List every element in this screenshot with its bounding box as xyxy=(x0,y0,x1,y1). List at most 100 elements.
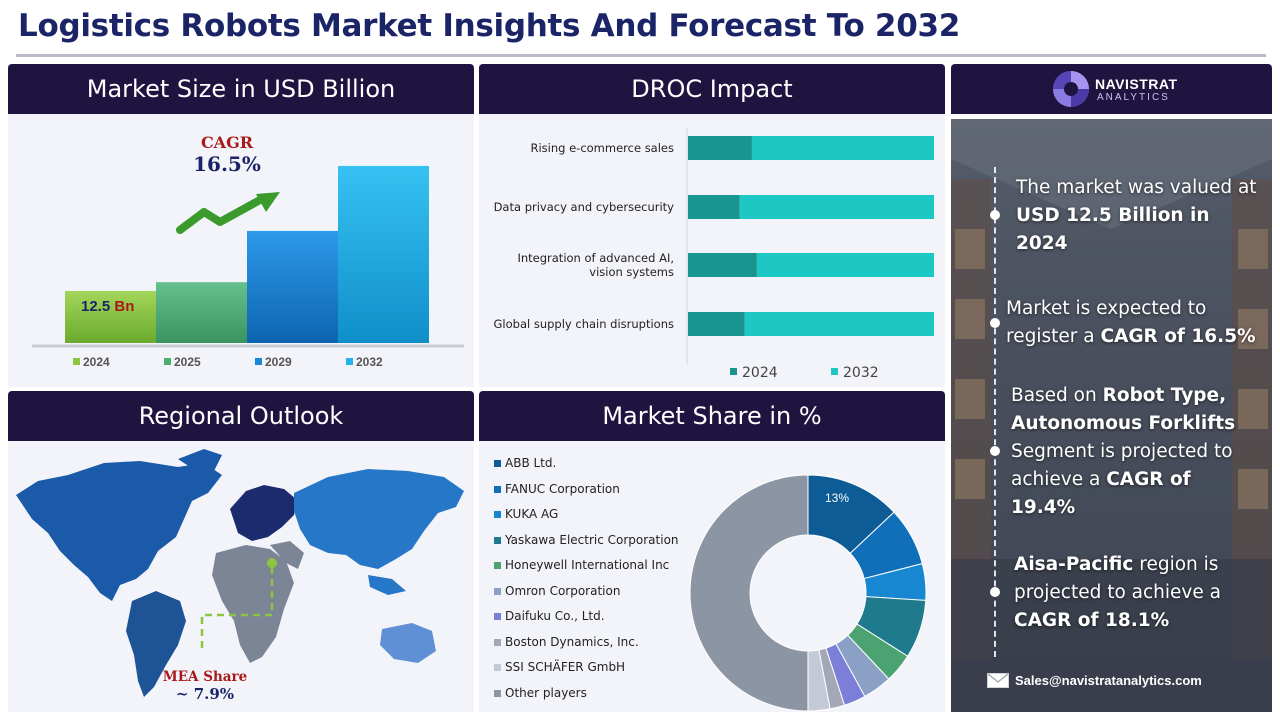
share-legend-label: Omron Corporation xyxy=(505,583,621,598)
australia-shape xyxy=(380,623,436,663)
brand-name: NAVISTRAT xyxy=(1095,76,1178,92)
market-size-heading: Market Size in USD Billion xyxy=(8,64,474,114)
bar-2029 xyxy=(247,230,338,343)
droc-category-label: Data privacy and cybersecurity xyxy=(494,200,675,214)
insights-panel: The market was valued at USD 12.5 Billio… xyxy=(951,119,1272,712)
insight-2-line-1: Market is expected to xyxy=(1006,298,1207,319)
contact-email[interactable]: Sales@navistratanalytics.com xyxy=(1015,673,1202,688)
bar-2025 xyxy=(156,282,247,343)
droc-heading: DROC Impact xyxy=(479,64,945,114)
droc-category-label: Global supply chain disruptions xyxy=(494,317,675,331)
share-legend-item: FANUC Corporation xyxy=(494,482,620,496)
south-america-shape xyxy=(126,591,186,697)
share-legend-swatch xyxy=(494,664,501,671)
share-legend-swatch xyxy=(494,587,501,595)
year-legend-label: 2024 xyxy=(83,355,110,369)
insight-2-line-2: register a CAGR of 16.5% xyxy=(1006,323,1272,351)
insight-3-text-1: Based on xyxy=(1011,385,1103,406)
share-legend-swatch xyxy=(494,562,501,569)
bar-2024 xyxy=(65,290,156,343)
insight-4-line-2: projected to achieve a xyxy=(1014,582,1221,603)
arrow-head-icon xyxy=(256,192,280,212)
insight-3-line-5: 19.4% xyxy=(1011,497,1076,518)
year-legend-label: 2029 xyxy=(265,355,292,369)
brand-header: NAVISTRAT ANALYTICS xyxy=(951,64,1272,114)
droc-legend-swatch xyxy=(730,368,737,375)
droc-category-label: vision systems xyxy=(589,265,674,279)
share-legend-item: Daifuku Co., Ltd. xyxy=(494,609,605,623)
share-legend-item: Yaskawa Electric Corporation xyxy=(494,533,679,547)
share-legend-swatch xyxy=(494,511,501,518)
droc-bar-2032 xyxy=(744,312,934,336)
share-legend-swatch xyxy=(494,485,501,493)
middle-east-shape xyxy=(270,541,304,569)
year-legend-label: 2025 xyxy=(174,355,201,369)
droc-bar-2024 xyxy=(688,253,757,277)
share-legend-swatch xyxy=(494,536,501,544)
market-share-panel: Market Share in % ABB Ltd. FANUC Corporat… xyxy=(479,391,945,712)
share-legend-item: Omron Corporation xyxy=(494,584,620,598)
share-legend-item: Boston Dynamics, Inc. xyxy=(494,635,639,649)
droc-legend-label: 2024 xyxy=(742,365,778,381)
share-legend-swatch xyxy=(494,689,501,697)
share-legend-swatch xyxy=(494,638,501,646)
share-legend-label: Yaskawa Electric Corporation xyxy=(505,532,679,547)
regional-body: MEA Share ~ 7.9% xyxy=(8,441,474,712)
insight-2-bold: CAGR of 16.5% xyxy=(1100,326,1256,347)
navistrat-logo-icon xyxy=(1053,71,1089,107)
insight-4-line-3: CAGR of 18.1% xyxy=(1014,610,1170,631)
mea-share-label: MEA Share xyxy=(162,669,248,685)
first-bar-value: 12.5 xyxy=(81,298,111,315)
share-legend-item: KUKA AG xyxy=(494,507,558,521)
insight-1-line-3: 2024 xyxy=(1016,233,1068,254)
cagr-label: CAGR xyxy=(200,133,254,152)
droc-bar-2032 xyxy=(751,136,934,160)
insight-4-line-1: Aisa-Pacific region is xyxy=(1014,551,1272,579)
brand-sub: ANALYTICS xyxy=(1097,92,1170,103)
market-size-panel: Market Size in USD Billion 2024 2025 2029 2… xyxy=(8,64,474,387)
insight-3-bold-2: CAGR of xyxy=(1106,469,1191,490)
contact-row: Sales@navistratanalytics.com xyxy=(987,673,1202,688)
market-share-heading: Market Share in % xyxy=(479,391,945,441)
timeline-dot-1 xyxy=(990,210,1000,220)
first-bar-label: 12.5 Bn xyxy=(81,298,134,315)
share-legend-label: SSI SCHÄFER GmbH xyxy=(505,660,626,674)
market-share-legend: ABB Ltd. FANUC Corporation KUKA AG Yaskawa … xyxy=(494,456,694,706)
greenland-shape xyxy=(178,449,222,471)
insight-1-line-1: The market was valued at xyxy=(1016,177,1257,198)
year-legend-swatch xyxy=(255,358,262,365)
share-legend-item: Honeywell International Inc xyxy=(494,558,669,572)
year-legend-swatch xyxy=(73,358,80,365)
droc-bar-2024 xyxy=(688,312,745,336)
insight-3-line-1: Based on Robot Type, xyxy=(1011,382,1272,410)
north-america-shape xyxy=(16,461,222,601)
mea-callout-line xyxy=(200,567,274,653)
mea-callout-dot xyxy=(267,558,277,568)
share-legend-label: KUKA AG xyxy=(505,507,559,521)
regional-heading: Regional Outlook xyxy=(8,391,474,441)
asia-shape xyxy=(294,469,464,569)
droc-legend-label: 2032 xyxy=(843,365,879,381)
europe-shape xyxy=(230,485,296,541)
year-legend-swatch xyxy=(346,358,353,365)
cagr-value: 16.5% xyxy=(193,152,261,176)
droc-bar-2024 xyxy=(688,195,740,219)
donut-slice xyxy=(689,474,809,712)
market-size-body: 2024 2025 2029 2032 CAGR 16.5% 12.5 Bn xyxy=(8,114,474,387)
share-legend-item: ABB Ltd. xyxy=(494,456,556,470)
droc-body: Rising e-commerce sales Data privacy and … xyxy=(479,114,945,387)
share-legend-swatch xyxy=(494,613,501,620)
share-legend-swatch xyxy=(494,460,501,467)
share-legend-item: Other players xyxy=(494,686,587,700)
droc-legend-swatch xyxy=(831,368,838,375)
share-legend-label: Daifuku Co., Ltd. xyxy=(505,609,605,623)
insight-3-bold-1: Robot Type, xyxy=(1102,385,1227,406)
mail-icon xyxy=(987,673,1009,688)
insight-4: Aisa-Pacific region is projected to achi… xyxy=(1014,551,1272,635)
insight-3-line-4: achieve a CAGR of xyxy=(1011,466,1272,494)
first-bar-unit: Bn xyxy=(114,298,135,315)
insight-3: Based on Robot Type, Autonomous Forklift… xyxy=(1011,382,1272,522)
insight-1-line-2: USD 12.5 Billion in xyxy=(1016,205,1210,226)
share-legend-item: SSI SCHÄFER GmbH xyxy=(494,660,625,674)
insight-3-line-2: Autonomous Forklifts xyxy=(1011,413,1236,434)
